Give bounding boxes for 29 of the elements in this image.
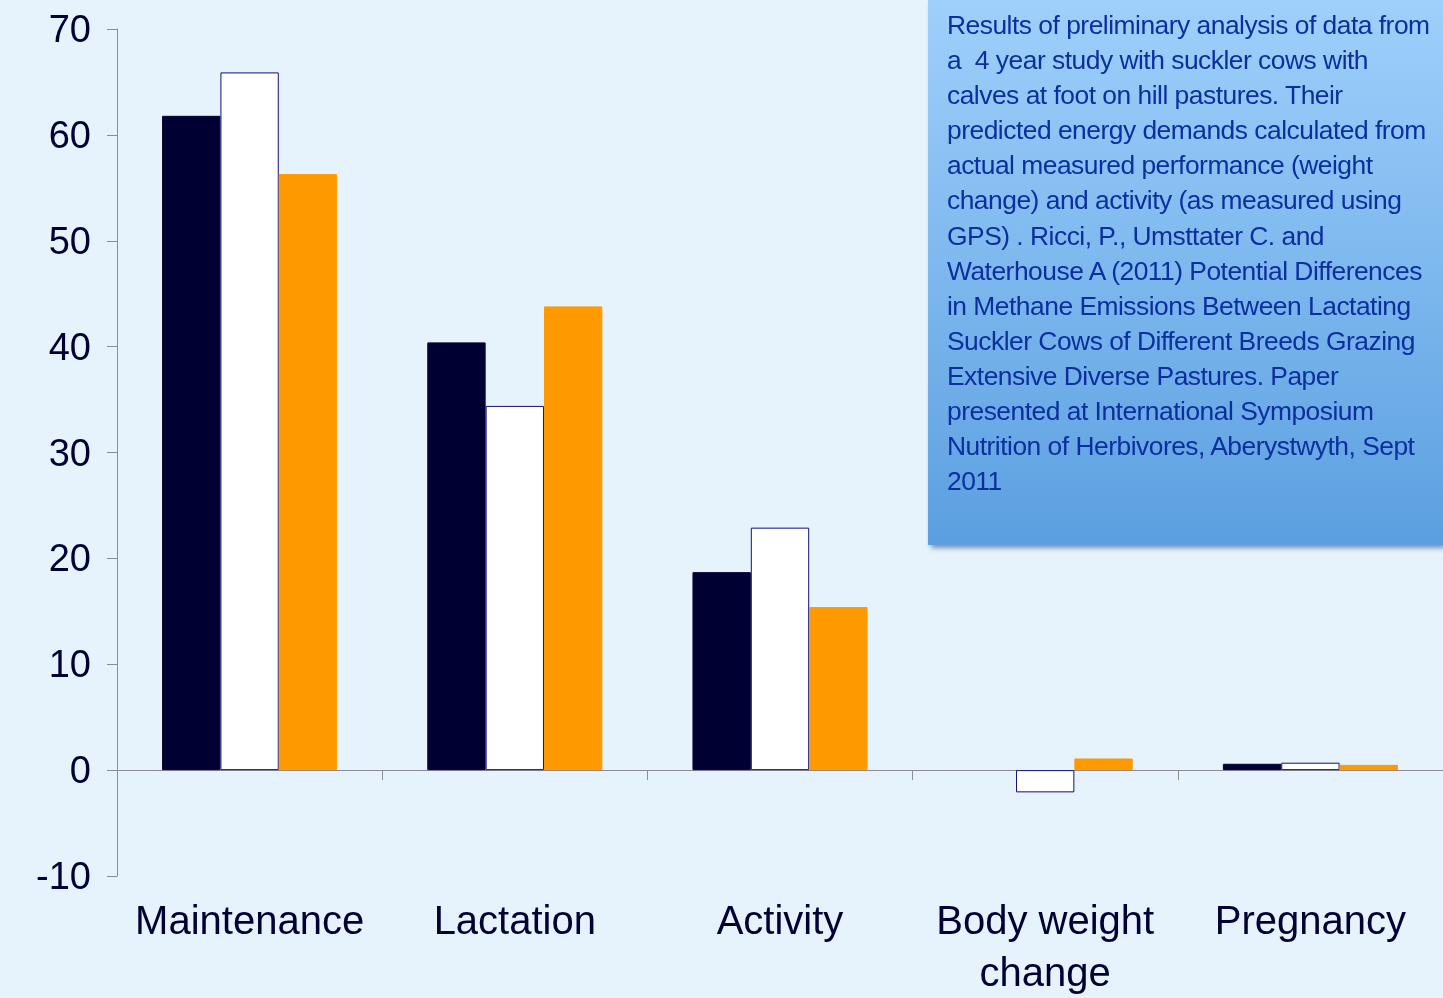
y-tick-label: -10 bbox=[36, 855, 91, 897]
y-tick-label: 70 bbox=[48, 8, 91, 50]
note-box: Results of preliminary analysis of data from a 4 year study with suckler cows with calves at foot on hill pastures. Their predicted energy demands calculated from actual measured performance (weight change) and activity (as measured using GPS) . Ricci, P., Umsttater C. and Waterhouse A (2011) Potential Differences in Methane Emissions Between Lactating Suckler Cows of Different Breeds Grazing Extensive Diverse Pastures. Paper presented at International Symposium Nutrition of Herbivores, Aberystwyth, Sept 2011 bbox=[928, 0, 1443, 545]
y-tick-label: 20 bbox=[48, 537, 91, 580]
bar bbox=[485, 405, 544, 771]
bar bbox=[750, 527, 810, 771]
y-tick-label: 30 bbox=[48, 431, 91, 474]
bar bbox=[692, 572, 751, 771]
y-tick-label: 50 bbox=[48, 219, 91, 262]
x-tick-label: Activity bbox=[716, 898, 844, 942]
bar bbox=[1074, 758, 1133, 771]
bar bbox=[543, 306, 603, 771]
y-tick-label: 10 bbox=[48, 643, 91, 686]
bar bbox=[220, 72, 279, 771]
y-tick-label: 40 bbox=[48, 325, 91, 368]
bar bbox=[809, 607, 868, 771]
x-tick-label: Pregnancy bbox=[1214, 898, 1407, 942]
x-tick-label: Body weight change bbox=[936, 898, 1155, 994]
x-tick-label: Lactation bbox=[433, 898, 596, 942]
y-tick-label: 0 bbox=[69, 749, 91, 792]
bar bbox=[427, 342, 486, 771]
bar bbox=[162, 115, 221, 771]
bar bbox=[1222, 763, 1282, 771]
y-tick-label: 60 bbox=[48, 113, 91, 156]
bar bbox=[1339, 764, 1398, 771]
bar bbox=[1281, 762, 1340, 771]
bar bbox=[278, 174, 338, 771]
bar bbox=[1016, 770, 1075, 793]
x-tick-label: Maintenance bbox=[135, 898, 365, 942]
